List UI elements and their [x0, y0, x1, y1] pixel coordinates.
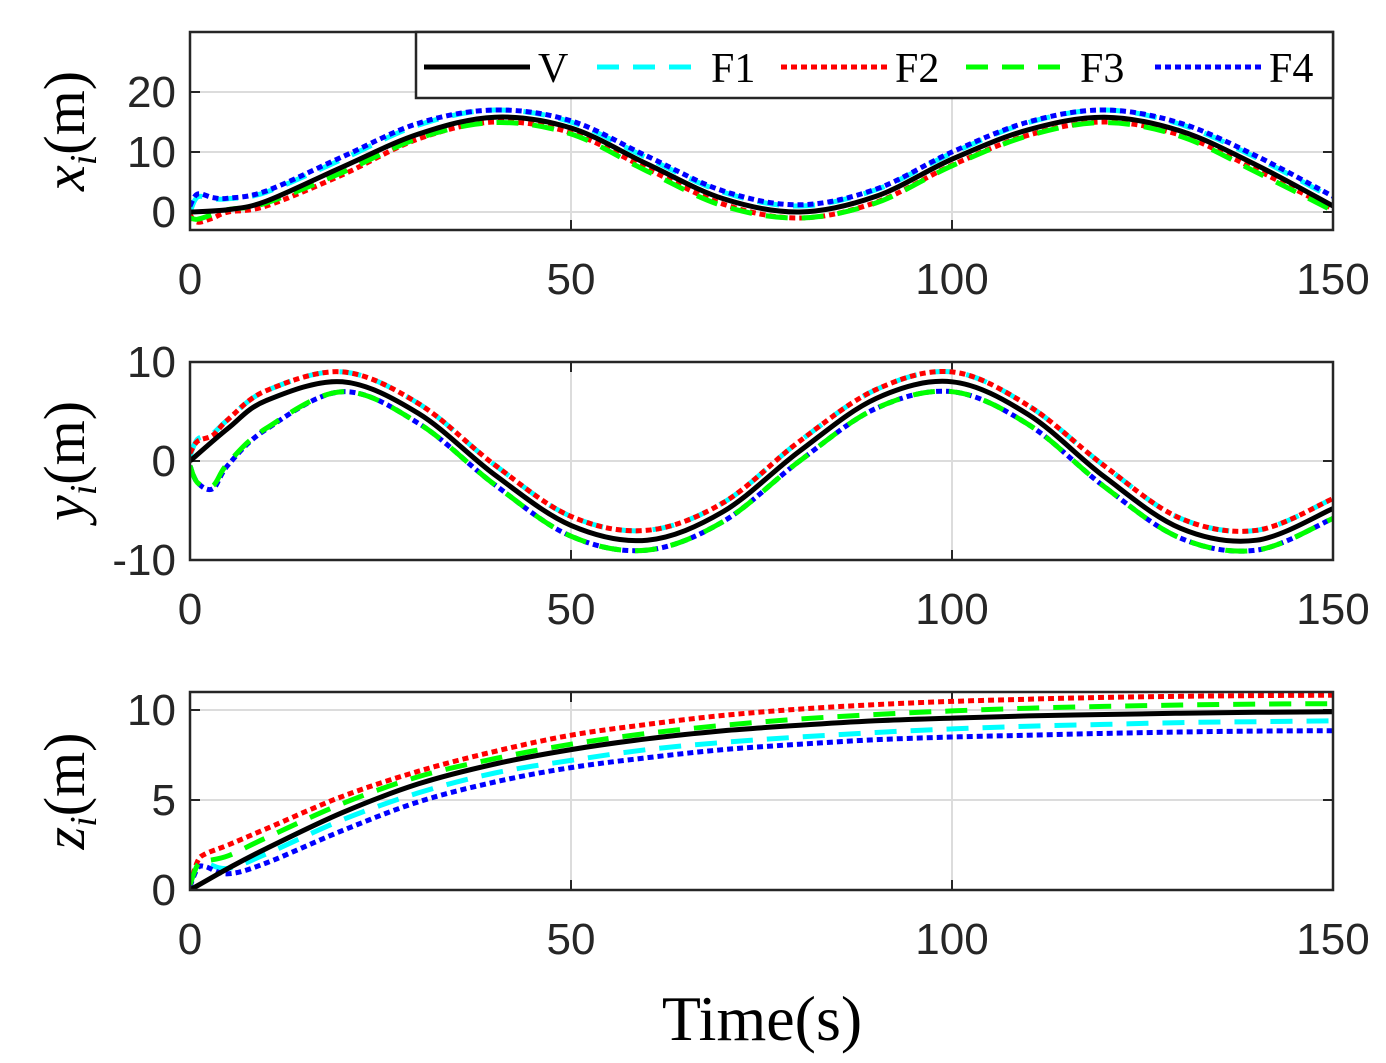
- x-tick-label: 100: [915, 255, 988, 304]
- y-axis-label-unit: (m): [32, 401, 97, 485]
- y-tick-label: 0: [152, 188, 176, 237]
- x-tick-label: 100: [915, 915, 988, 964]
- legend-label-F4: F4: [1269, 46, 1313, 92]
- y-axis-label-x: xi(m): [32, 71, 105, 192]
- legend-label-F1: F1: [711, 46, 755, 92]
- y-tick-label: 10: [127, 338, 176, 387]
- x-axis-label: Time(s): [662, 983, 862, 1054]
- legend: V F1 F2 F3 F4: [414, 30, 1335, 100]
- series-line-z-V: [190, 709, 1333, 890]
- y-axis-label-unit: (m): [32, 71, 97, 155]
- y-axis-label-sub: i: [63, 485, 105, 496]
- series-group-y: [190, 368, 1333, 554]
- legend-label-F3: F3: [1080, 46, 1124, 92]
- series-group-z: [190, 692, 1333, 890]
- x-tick-label: 0: [178, 585, 202, 634]
- series-line-x-F2: [190, 119, 1333, 225]
- legend-label-F2: F2: [895, 46, 939, 92]
- series-line-y-F2: [190, 368, 1333, 534]
- y-tick-label: 0: [152, 437, 176, 486]
- y-axis-label-var: x: [32, 165, 97, 192]
- y-axis-label-var: z: [32, 827, 97, 851]
- y-axis-label-y: yi(m): [32, 401, 105, 526]
- axes-frame-z: [188, 690, 1335, 892]
- series-line-z-F3: [190, 701, 1333, 886]
- x-tick-label: 0: [178, 915, 202, 964]
- x-tick-label: 50: [547, 915, 596, 964]
- y-tick-label: -10: [112, 536, 176, 585]
- x-tick-label: 100: [915, 585, 988, 634]
- x-tick-label: 50: [547, 585, 596, 634]
- y-tick-label: 10: [127, 128, 176, 177]
- x-tick-label: 150: [1296, 585, 1369, 634]
- series-line-z-F1: [190, 718, 1333, 886]
- y-axis-label-unit: (m): [32, 733, 97, 817]
- y-tick-label: 5: [152, 776, 176, 825]
- legend-label-V: V: [538, 46, 568, 92]
- series-line-x-F4: [190, 107, 1333, 208]
- series-group-x: [190, 107, 1333, 225]
- x-tick-label: 150: [1296, 255, 1369, 304]
- x-tick-label: 150: [1296, 915, 1369, 964]
- y-axis-label-z: zi(m): [32, 733, 105, 851]
- y-tick-label: 0: [152, 866, 176, 915]
- x-tick-label: 0: [178, 255, 202, 304]
- series-line-x-V: [190, 114, 1333, 215]
- y-axis-label-var: y: [32, 495, 97, 526]
- y-tick-label: 10: [127, 686, 176, 735]
- y-axis-label-sub: i: [63, 155, 105, 166]
- axes-frame-y: [188, 360, 1335, 562]
- series-line-y-F3: [190, 388, 1333, 554]
- x-tick-label: 50: [547, 255, 596, 304]
- y-axis-label-sub: i: [63, 816, 105, 827]
- subplot-z: 0 50 100 150 0 5 10 zi(m): [32, 686, 1370, 964]
- series-line-y-V: [190, 378, 1333, 544]
- y-tick-label: 20: [127, 68, 176, 117]
- series-line-z-F2: [190, 692, 1333, 886]
